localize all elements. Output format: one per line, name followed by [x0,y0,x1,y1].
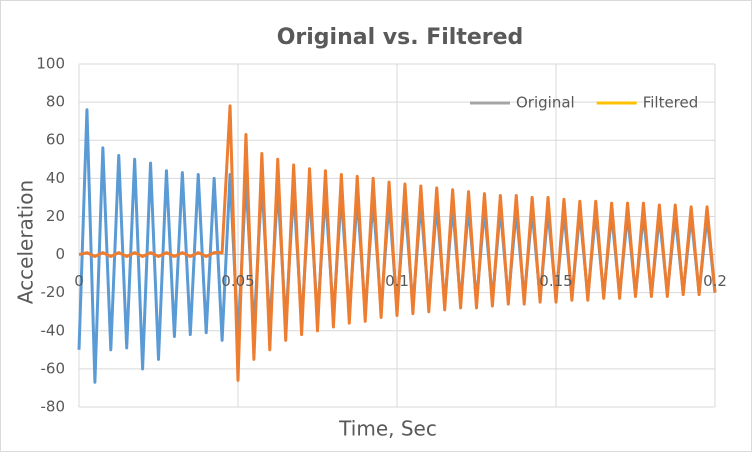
x-tick-label: 0.2 [703,272,727,290]
x-tick-label: 0.15 [539,272,572,290]
x-tick-label: 0.05 [221,272,254,290]
x-axis-title: Time, Sec [338,417,437,441]
x-tick-label: 0.1 [385,272,409,290]
legend-label: Original [516,94,575,112]
y-tick-label: 60 [46,131,65,149]
y-axis-title: Acceleration [14,180,38,304]
y-tick-label: 40 [46,169,65,187]
legend-label: Filtered [643,94,699,112]
y-tick-label: 20 [46,207,65,225]
y-tick-label: -80 [41,398,66,416]
y-tick-label: 0 [55,245,65,263]
y-tick-label: -40 [41,321,66,339]
y-tick-label: -60 [41,359,66,377]
chart-title: Original vs. Filtered [277,25,524,50]
data-line [78,104,717,382]
y-tick-label: 80 [46,93,65,111]
y-tick-label: 100 [36,55,65,73]
y-tick-label: -20 [41,283,66,301]
x-tick-label: 0 [74,272,84,290]
